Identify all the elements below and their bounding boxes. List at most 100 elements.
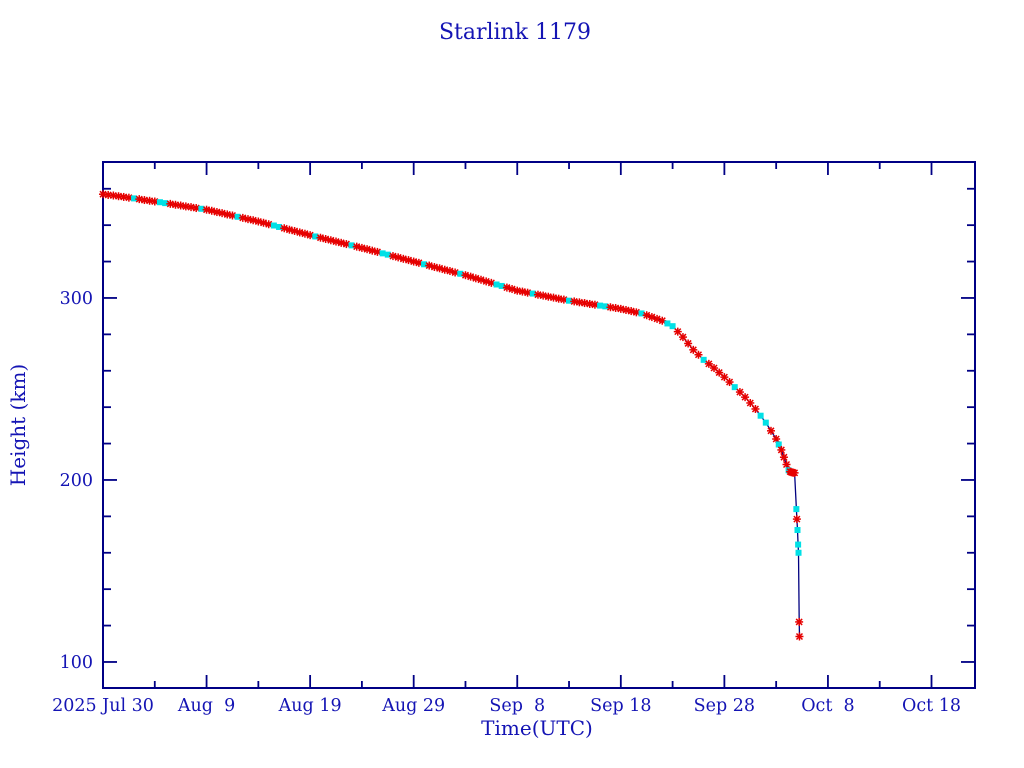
marker-cyan-square xyxy=(795,549,802,556)
marker-cyan-square xyxy=(775,441,782,448)
marker-cyan-square xyxy=(198,205,205,212)
marker-red-asterisk xyxy=(264,220,273,229)
marker-red-asterisk xyxy=(513,286,522,295)
x-tick-label: Oct 8 xyxy=(801,696,854,716)
marker-red-asterisk xyxy=(678,333,687,342)
marker-red-asterisk xyxy=(285,225,294,234)
y-tick-label: 100 xyxy=(60,653,93,673)
marker-red-asterisk xyxy=(795,632,804,641)
marker-red-asterisk xyxy=(202,205,211,214)
marker-cyan-square xyxy=(664,320,671,327)
marker-red-asterisk xyxy=(632,308,641,317)
y-tick-label: 300 xyxy=(60,289,93,309)
x-tick-label: Oct 18 xyxy=(902,696,961,716)
marker-red-asterisk xyxy=(238,213,247,222)
marker-red-asterisk xyxy=(751,404,760,413)
marker-cyan-square xyxy=(312,233,319,240)
marker-red-asterisk xyxy=(621,305,630,314)
marker-red-asterisk xyxy=(352,242,361,251)
marker-red-asterisk xyxy=(580,299,589,308)
marker-red-asterisk xyxy=(792,515,801,524)
data-markers xyxy=(99,190,804,641)
marker-red-asterisk xyxy=(207,206,216,215)
marker-red-asterisk xyxy=(549,293,558,302)
marker-red-asterisk xyxy=(176,201,185,210)
marker-cyan-square xyxy=(793,506,800,513)
marker-cyan-square xyxy=(669,323,676,330)
marker-red-asterisk xyxy=(790,468,799,477)
marker-red-asterisk xyxy=(689,345,698,354)
marker-red-asterisk xyxy=(135,195,144,204)
marker-cyan-square xyxy=(234,213,241,220)
x-axis-label: Time(UTC) xyxy=(481,716,593,740)
y-tick-label: 200 xyxy=(60,471,93,491)
marker-cyan-square xyxy=(421,261,428,268)
marker-cyan-square xyxy=(162,200,169,207)
marker-red-asterisk xyxy=(735,388,744,397)
marker-cyan-square xyxy=(156,199,163,206)
marker-red-asterisk xyxy=(777,445,786,454)
plot-box xyxy=(102,161,976,689)
marker-red-asterisk xyxy=(782,460,791,469)
marker-red-asterisk xyxy=(187,203,196,212)
axis-ticks xyxy=(102,162,975,688)
marker-red-asterisk xyxy=(554,294,563,303)
marker-red-asterisk xyxy=(243,215,252,224)
marker-red-asterisk xyxy=(795,617,804,626)
marker-cyan-square xyxy=(498,282,505,289)
marker-cyan-square xyxy=(794,527,801,534)
x-tick-label: Aug 19 xyxy=(278,696,342,716)
marker-cyan-square xyxy=(602,303,609,310)
marker-red-asterisk xyxy=(779,453,788,462)
x-tick-label: Sep 28 xyxy=(694,696,755,716)
marker-cyan-square xyxy=(493,281,500,288)
marker-cyan-square xyxy=(384,251,391,258)
marker-cyan-square xyxy=(638,310,645,317)
marker-cyan-square xyxy=(566,297,573,304)
marker-red-asterisk xyxy=(544,292,553,301)
marker-cyan-square xyxy=(529,290,536,297)
marker-cyan-square xyxy=(597,302,604,309)
y-axis-label: Height (km) xyxy=(6,364,30,486)
marker-red-asterisk xyxy=(616,304,625,313)
data-line xyxy=(102,193,801,637)
marker-red-asterisk xyxy=(539,291,548,300)
marker-cyan-square xyxy=(457,270,464,277)
marker-red-asterisk xyxy=(559,295,568,304)
marker-cyan-square xyxy=(270,222,277,229)
marker-cyan-square xyxy=(131,195,138,202)
marker-red-asterisk xyxy=(533,290,542,299)
marker-red-asterisk xyxy=(684,339,693,348)
marker-cyan-square xyxy=(731,384,738,391)
x-tick-label: Sep 8 xyxy=(489,696,545,716)
marker-red-asterisk xyxy=(166,199,175,208)
x-tick-label: Aug 9 xyxy=(177,696,235,716)
marker-red-asterisk xyxy=(223,210,232,219)
marker-cyan-square xyxy=(348,242,355,249)
marker-red-asterisk xyxy=(518,287,527,296)
marker-red-asterisk xyxy=(337,238,346,247)
marker-cyan-square xyxy=(757,412,764,419)
marker-cyan-square xyxy=(379,250,386,257)
marker-red-asterisk xyxy=(228,211,237,220)
x-tick-label: Sep 18 xyxy=(590,696,651,716)
marker-red-asterisk xyxy=(694,350,703,359)
chart-title: Starlink 1179 xyxy=(439,20,591,45)
x-tick-label: Aug 29 xyxy=(381,696,445,716)
marker-cyan-square xyxy=(276,223,283,230)
marker-red-asterisk xyxy=(259,218,268,227)
marker-cyan-square xyxy=(700,356,707,363)
marker-red-asterisk xyxy=(218,209,227,218)
marker-red-asterisk xyxy=(673,327,682,336)
marker-red-asterisk xyxy=(414,258,423,267)
marker-red-asterisk xyxy=(445,267,454,276)
marker-red-asterisk xyxy=(766,426,775,435)
marker-red-asterisk xyxy=(342,240,351,249)
x-tick-label: 2025 Jul 30 xyxy=(52,696,154,716)
marker-red-asterisk xyxy=(212,208,221,217)
marker-cyan-square xyxy=(795,541,802,548)
marker-red-asterisk xyxy=(725,378,734,387)
marker-red-asterisk xyxy=(611,303,620,312)
marker-red-asterisk xyxy=(741,393,750,402)
